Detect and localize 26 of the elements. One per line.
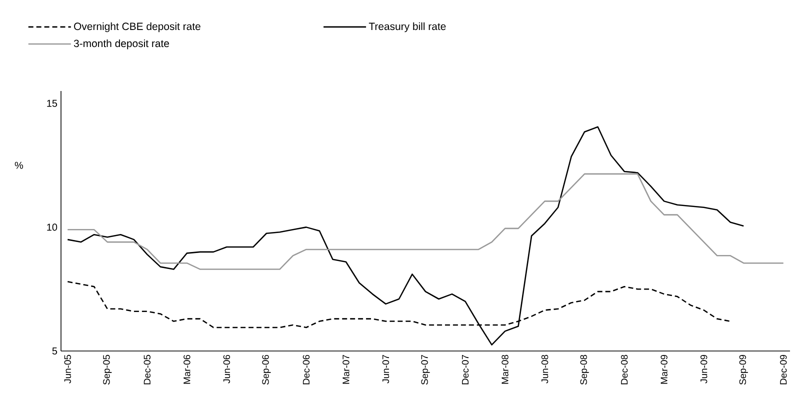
x-tick-label: Jun-09 — [700, 354, 708, 384]
x-tick-label: Dec-06 — [302, 354, 310, 384]
legend-label: 3-month deposit rate — [74, 39, 169, 50]
y-axis-title: % — [14, 162, 24, 169]
x-tick-label: Sep-08 — [580, 354, 589, 385]
x-tick-label: Dec-05 — [144, 354, 151, 384]
y-tick-label: 5 — [52, 348, 58, 354]
x-tick-label: Jun-06 — [223, 354, 230, 384]
x-tick-label: Jun-07 — [382, 354, 390, 384]
y-tick-label: 10 — [47, 224, 58, 231]
x-tick-label: Jun-05 — [64, 354, 71, 384]
legend-label: Treasury bill rate — [368, 22, 446, 32]
x-tick-label: Sep-07 — [421, 354, 430, 385]
x-tick-label: Dec-09 — [780, 354, 787, 384]
x-tick-label: Mar-06 — [184, 354, 190, 384]
x-tick-label: Mar-07 — [342, 354, 350, 384]
x-tick-label: Sep-09 — [739, 354, 748, 385]
legend-label: Overnight CBE deposit rate — [74, 22, 200, 32]
x-tick-label: Mar-08 — [502, 354, 508, 384]
x-tick-label: Dec-07 — [462, 354, 469, 384]
x-tick-label: Sep-05 — [103, 354, 112, 385]
x-tick-label: Mar-09 — [660, 354, 668, 384]
x-tick-label: Jun-08 — [541, 354, 548, 384]
y-tick-label: 15 — [47, 100, 58, 107]
x-tick-label: Sep-06 — [262, 354, 271, 385]
x-tick-label: Dec-08 — [620, 354, 628, 384]
